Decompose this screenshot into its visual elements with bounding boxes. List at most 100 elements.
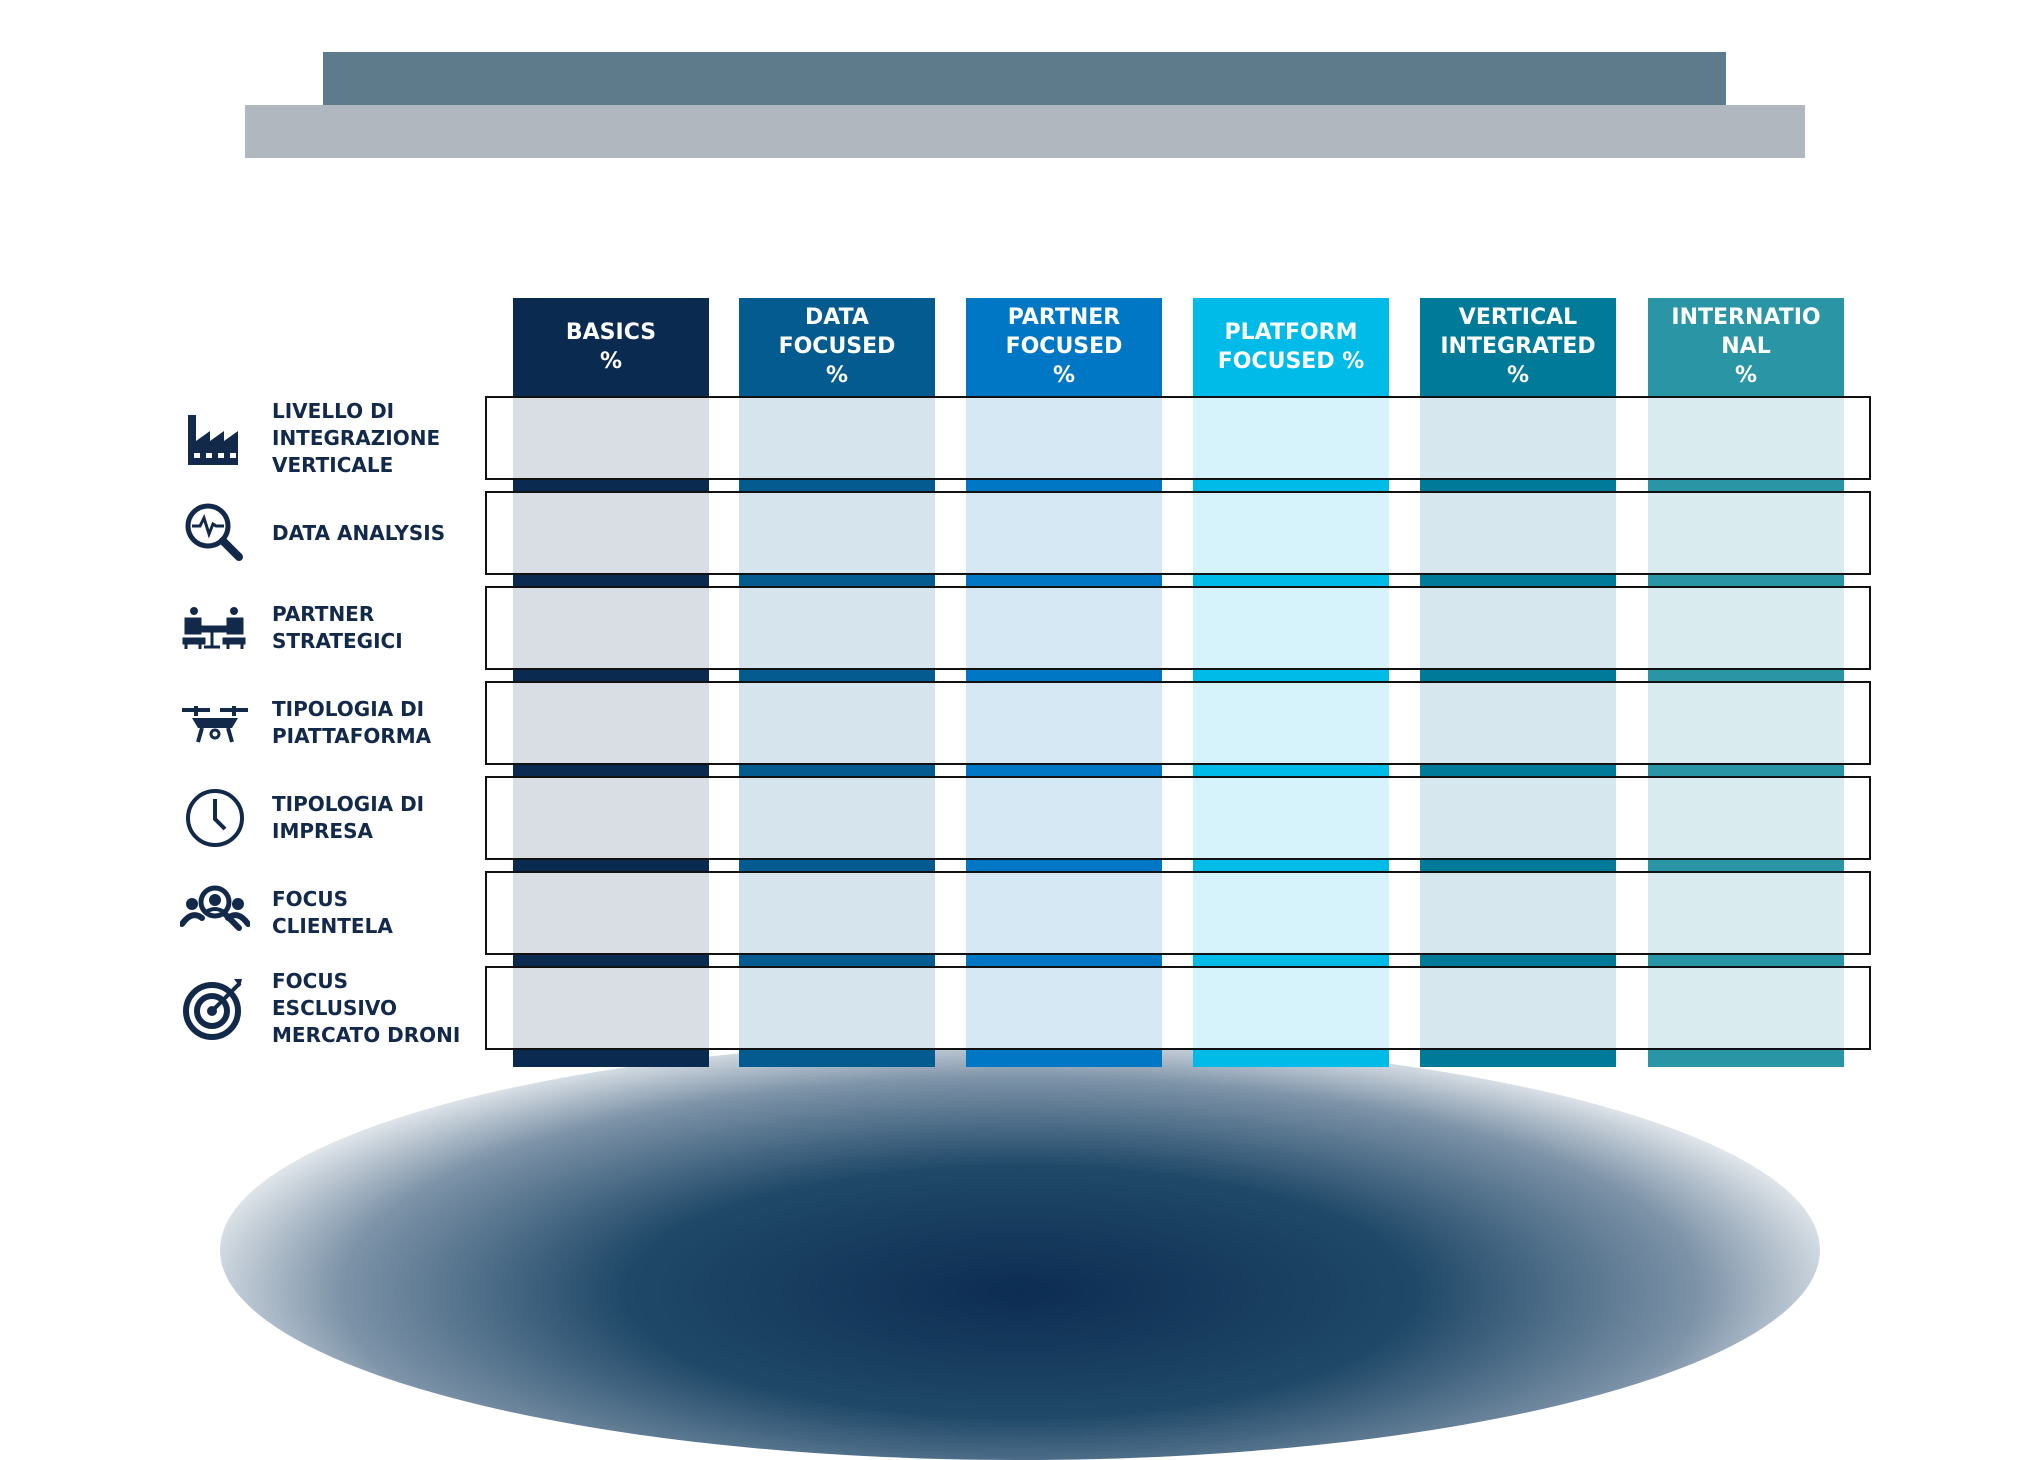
row-label-line: CLIENTELA — [272, 914, 393, 938]
table-cell[interactable] — [739, 398, 935, 478]
column-header-line: % — [599, 348, 623, 374]
table-cell[interactable] — [1193, 968, 1389, 1048]
table-cell[interactable] — [966, 683, 1162, 763]
row-label: FOCUS ESCLUSIVO MERCATO DRONI — [272, 966, 482, 1050]
row-label: LIVELLO DI INTEGRAZIONE VERTICALE — [272, 396, 482, 480]
table-cell[interactable] — [1193, 398, 1389, 478]
table-cell[interactable] — [513, 778, 709, 858]
column-header: PARTNER FOCUSED% — [966, 298, 1162, 395]
row-label-line: ESCLUSIVO — [272, 995, 397, 1020]
column-header-line: PLATFORM — [1224, 319, 1358, 345]
table-cell[interactable] — [739, 968, 935, 1048]
table-cell[interactable] — [513, 968, 709, 1048]
table-row — [485, 396, 1871, 480]
row-label: TIPOLOGIA DI IMPRESA — [272, 776, 482, 860]
table-cell[interactable] — [1648, 968, 1844, 1048]
clock-icon — [186, 789, 244, 847]
table-cell[interactable] — [1648, 493, 1844, 573]
banner-bottom-bar — [245, 105, 1805, 158]
row-label: DATA ANALYSIS — [272, 491, 482, 575]
table-cell[interactable] — [966, 493, 1162, 573]
table-cell[interactable] — [1648, 873, 1844, 953]
table-row — [485, 491, 1871, 575]
column-header-line: % — [1052, 363, 1076, 388]
column-header-line: INTERNATIO — [1671, 305, 1821, 330]
table-row — [485, 871, 1871, 955]
row-label-line: PARTNER — [272, 602, 375, 626]
table-cell[interactable] — [1193, 683, 1389, 763]
table-cell[interactable] — [739, 873, 935, 953]
factory-icon — [188, 415, 238, 465]
table-cell[interactable] — [513, 683, 709, 763]
table-cell[interactable] — [513, 588, 709, 668]
table-row — [485, 776, 1871, 860]
table-cell[interactable] — [966, 398, 1162, 478]
table-cell[interactable] — [1193, 873, 1389, 953]
table-cell[interactable] — [513, 493, 709, 573]
row-label: PARTNER STRATEGICI — [272, 586, 482, 670]
table-cell[interactable] — [739, 588, 935, 668]
table-cell[interactable] — [1193, 493, 1389, 573]
table-cell[interactable] — [1648, 778, 1844, 858]
column-header: DATA FOCUSED% — [739, 298, 935, 395]
magnifier-pulse-icon — [185, 503, 243, 561]
column-header: INTERNATIO NAL% — [1648, 298, 1844, 395]
row-label-line: STRATEGICI — [272, 629, 403, 653]
row-label-line: MERCATO DRONI — [272, 1022, 461, 1047]
bottom-glow — [220, 1040, 1820, 1460]
table-cell[interactable] — [1420, 588, 1616, 668]
customer-search-icon — [180, 885, 250, 931]
row-label-line: LIVELLO DI — [272, 398, 395, 423]
column-header-line: % — [1734, 363, 1758, 388]
row-label-line: INTEGRAZIONE — [272, 425, 441, 450]
row-label-line: TIPOLOGIA DI — [272, 792, 425, 816]
table-cell[interactable] — [513, 398, 709, 478]
row-label-line: TIPOLOGIA DI — [272, 697, 425, 721]
table-cell[interactable] — [1420, 398, 1616, 478]
table-cell[interactable] — [1420, 493, 1616, 573]
row-label-line: FOCUS — [272, 968, 348, 993]
column-header-line: BASICS — [565, 319, 657, 345]
banner-top-bar — [323, 52, 1726, 105]
row-label: FOCUS CLIENTELA — [272, 871, 482, 955]
drone-icon — [182, 706, 248, 743]
table-cell[interactable] — [739, 493, 935, 573]
table-row — [485, 966, 1871, 1050]
row-label: TIPOLOGIA DI PIATTAFORMA — [272, 681, 482, 765]
table-cell[interactable] — [1420, 683, 1616, 763]
table-cell[interactable] — [513, 873, 709, 953]
row-label-line: IMPRESA — [272, 819, 373, 843]
table-cell[interactable] — [739, 683, 935, 763]
table-cell[interactable] — [739, 778, 935, 858]
column-header-line: % — [1506, 363, 1530, 388]
column-header-line: DATA — [805, 305, 869, 330]
table-cell[interactable] — [1420, 778, 1616, 858]
column-header-line: FOCUSED — [1005, 334, 1123, 359]
table-cell[interactable] — [1193, 588, 1389, 668]
row-label-line: PIATTAFORMA — [272, 724, 432, 748]
row-label-line: FOCUS — [272, 887, 348, 911]
column-header-line: VERTICAL — [1458, 305, 1578, 330]
column-header: BASICS% — [513, 298, 709, 395]
table-cell[interactable] — [1420, 968, 1616, 1048]
row-label-line: VERTICALE — [272, 452, 394, 477]
table-row — [485, 681, 1871, 765]
table-cell[interactable] — [966, 588, 1162, 668]
meeting-partners-icon — [182, 607, 246, 649]
column-header-line: FOCUSED % — [1217, 348, 1365, 374]
table-cell[interactable] — [966, 778, 1162, 858]
column-header-line: INTEGRATED — [1440, 334, 1596, 359]
column-header: PLATFORM FOCUSED % — [1193, 298, 1389, 395]
table-row — [485, 586, 1871, 670]
row-label-line: DATA ANALYSIS — [272, 520, 446, 545]
table-cell[interactable] — [1648, 683, 1844, 763]
column-header-line: % — [825, 363, 849, 388]
column-header-line: FOCUSED — [778, 334, 896, 359]
column-header-line: PARTNER — [1007, 305, 1121, 330]
table-cell[interactable] — [966, 968, 1162, 1048]
table-cell[interactable] — [1193, 778, 1389, 858]
table-cell[interactable] — [1648, 398, 1844, 478]
table-cell[interactable] — [1648, 588, 1844, 668]
table-cell[interactable] — [1420, 873, 1616, 953]
table-cell[interactable] — [966, 873, 1162, 953]
